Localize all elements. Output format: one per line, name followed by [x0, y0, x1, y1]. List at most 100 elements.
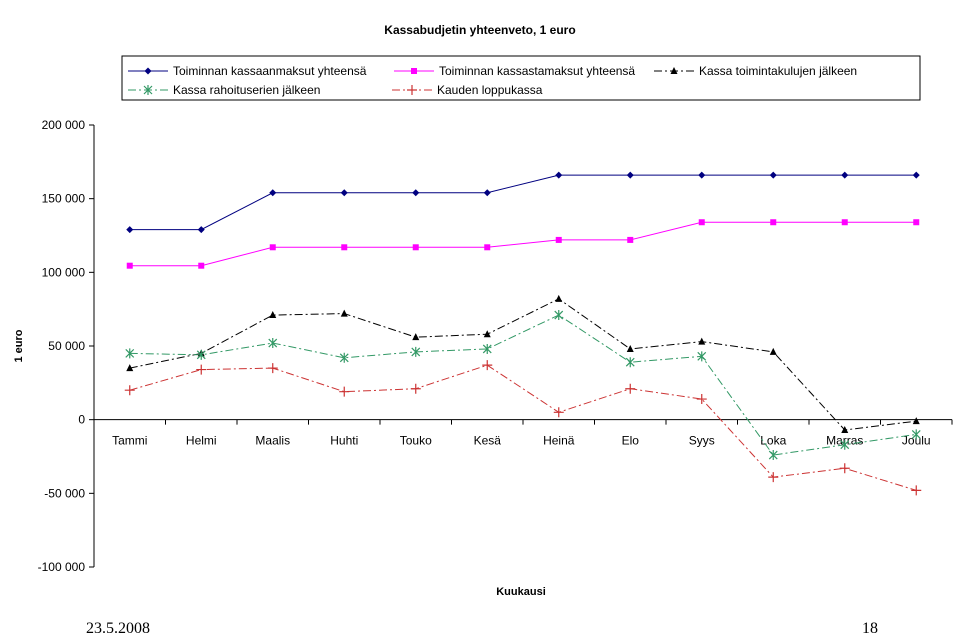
series-line — [129, 298, 917, 431]
series-line — [129, 221, 917, 267]
y-tick-label: 200 000 — [42, 118, 86, 132]
series-3 — [125, 310, 921, 461]
data-point — [769, 171, 777, 179]
data-point — [340, 189, 348, 197]
data-point — [196, 349, 206, 360]
chart-title: Kassabudjetin yhteenveto, 1 euro — [384, 23, 575, 37]
x-tick-label: Tammi — [112, 434, 147, 448]
y-tick-label: -100 000 — [38, 560, 86, 574]
data-point — [698, 337, 706, 345]
data-point — [196, 364, 207, 375]
series-2 — [126, 294, 920, 433]
y-tick-label: 0 — [78, 413, 85, 427]
data-point — [913, 219, 920, 226]
data-point — [625, 357, 635, 368]
data-point — [625, 383, 636, 394]
legend-marker — [411, 68, 417, 74]
data-point — [126, 226, 134, 234]
data-point — [697, 351, 707, 362]
series-4 — [124, 360, 922, 496]
legend-box — [121, 55, 921, 101]
y-axis-label: 1 euro — [13, 329, 25, 362]
axes: 200 000 150 000 100 000 50 000 0 -50 000 -100 … — [38, 118, 953, 574]
data-point — [696, 394, 707, 405]
data-point — [126, 262, 133, 269]
data-point — [412, 333, 420, 341]
data-point — [768, 472, 779, 483]
data-point — [411, 346, 421, 357]
data-point — [197, 226, 205, 234]
y-tick-label: 50 000 — [48, 339, 85, 353]
series-line — [129, 174, 917, 231]
data-point — [339, 386, 350, 397]
data-point — [412, 189, 420, 197]
footer-page-number: 18 — [862, 620, 878, 637]
data-point — [341, 244, 348, 251]
data-point — [124, 385, 135, 396]
y-tick-label: 150 000 — [42, 192, 86, 206]
data-point — [698, 171, 706, 179]
y-tick-label: -50 000 — [44, 486, 85, 500]
data-point — [626, 344, 634, 352]
legend-label: Kassa toimintakulujen jälkeen — [699, 64, 857, 78]
legend-label: Kauden loppukassa — [437, 83, 543, 97]
y-tick-label: 100 000 — [42, 265, 86, 279]
data-point — [841, 171, 849, 179]
series-line — [129, 364, 917, 491]
data-point — [412, 244, 419, 251]
data-point — [340, 309, 348, 317]
data-point — [840, 439, 850, 450]
data-point — [841, 219, 848, 226]
series-layer — [124, 171, 922, 496]
data-point — [126, 364, 134, 372]
data-point — [482, 360, 493, 371]
data-point — [627, 236, 634, 243]
data-point — [841, 425, 849, 433]
series-1 — [126, 219, 920, 269]
data-point — [483, 189, 491, 197]
data-point — [698, 219, 705, 226]
x-tick-label: Syys — [689, 434, 715, 448]
x-tick-label: Helmi — [186, 434, 217, 448]
legend-label: Toiminnan kassaanmaksut yhteensä — [173, 64, 367, 78]
data-point — [484, 244, 491, 251]
data-point — [269, 244, 276, 251]
legend-label: Kassa rahoituserien jälkeen — [173, 83, 320, 97]
data-point — [198, 262, 205, 269]
data-point — [482, 343, 492, 354]
legend-marker — [143, 85, 153, 95]
data-point — [555, 294, 563, 302]
data-point — [626, 171, 634, 179]
data-point — [770, 219, 777, 226]
data-point — [911, 485, 922, 496]
legend-marker — [144, 67, 152, 75]
data-point — [911, 429, 921, 440]
series-line — [129, 314, 917, 456]
x-tick-label: Heinä — [543, 434, 575, 448]
data-point — [769, 347, 777, 355]
legend-marker — [407, 85, 417, 95]
data-point — [554, 310, 564, 321]
data-point — [269, 311, 277, 319]
data-point — [483, 330, 491, 338]
data-point — [267, 363, 278, 374]
x-tick-label: Loka — [760, 434, 786, 448]
x-tick-label: Joulu — [902, 434, 931, 448]
x-tick-label: Kesä — [474, 434, 502, 448]
data-point — [339, 352, 349, 363]
data-point — [912, 417, 920, 425]
footer-date: 23.5.2008 — [86, 620, 150, 637]
data-point — [912, 171, 920, 179]
data-point — [839, 463, 850, 474]
x-tick-label: Touko — [400, 434, 432, 448]
data-point — [410, 383, 421, 394]
x-tick-label: Huhti — [330, 434, 358, 448]
data-point — [553, 407, 564, 418]
data-point — [555, 171, 563, 179]
series-0 — [126, 171, 920, 234]
chart: Kassabudjetin yhteenveto, 1 euro Toiminn… — [13, 23, 953, 598]
x-tick-label: Elo — [622, 434, 640, 448]
x-tick-label: Maalis — [255, 434, 290, 448]
data-point — [268, 338, 278, 349]
data-point — [768, 450, 778, 461]
